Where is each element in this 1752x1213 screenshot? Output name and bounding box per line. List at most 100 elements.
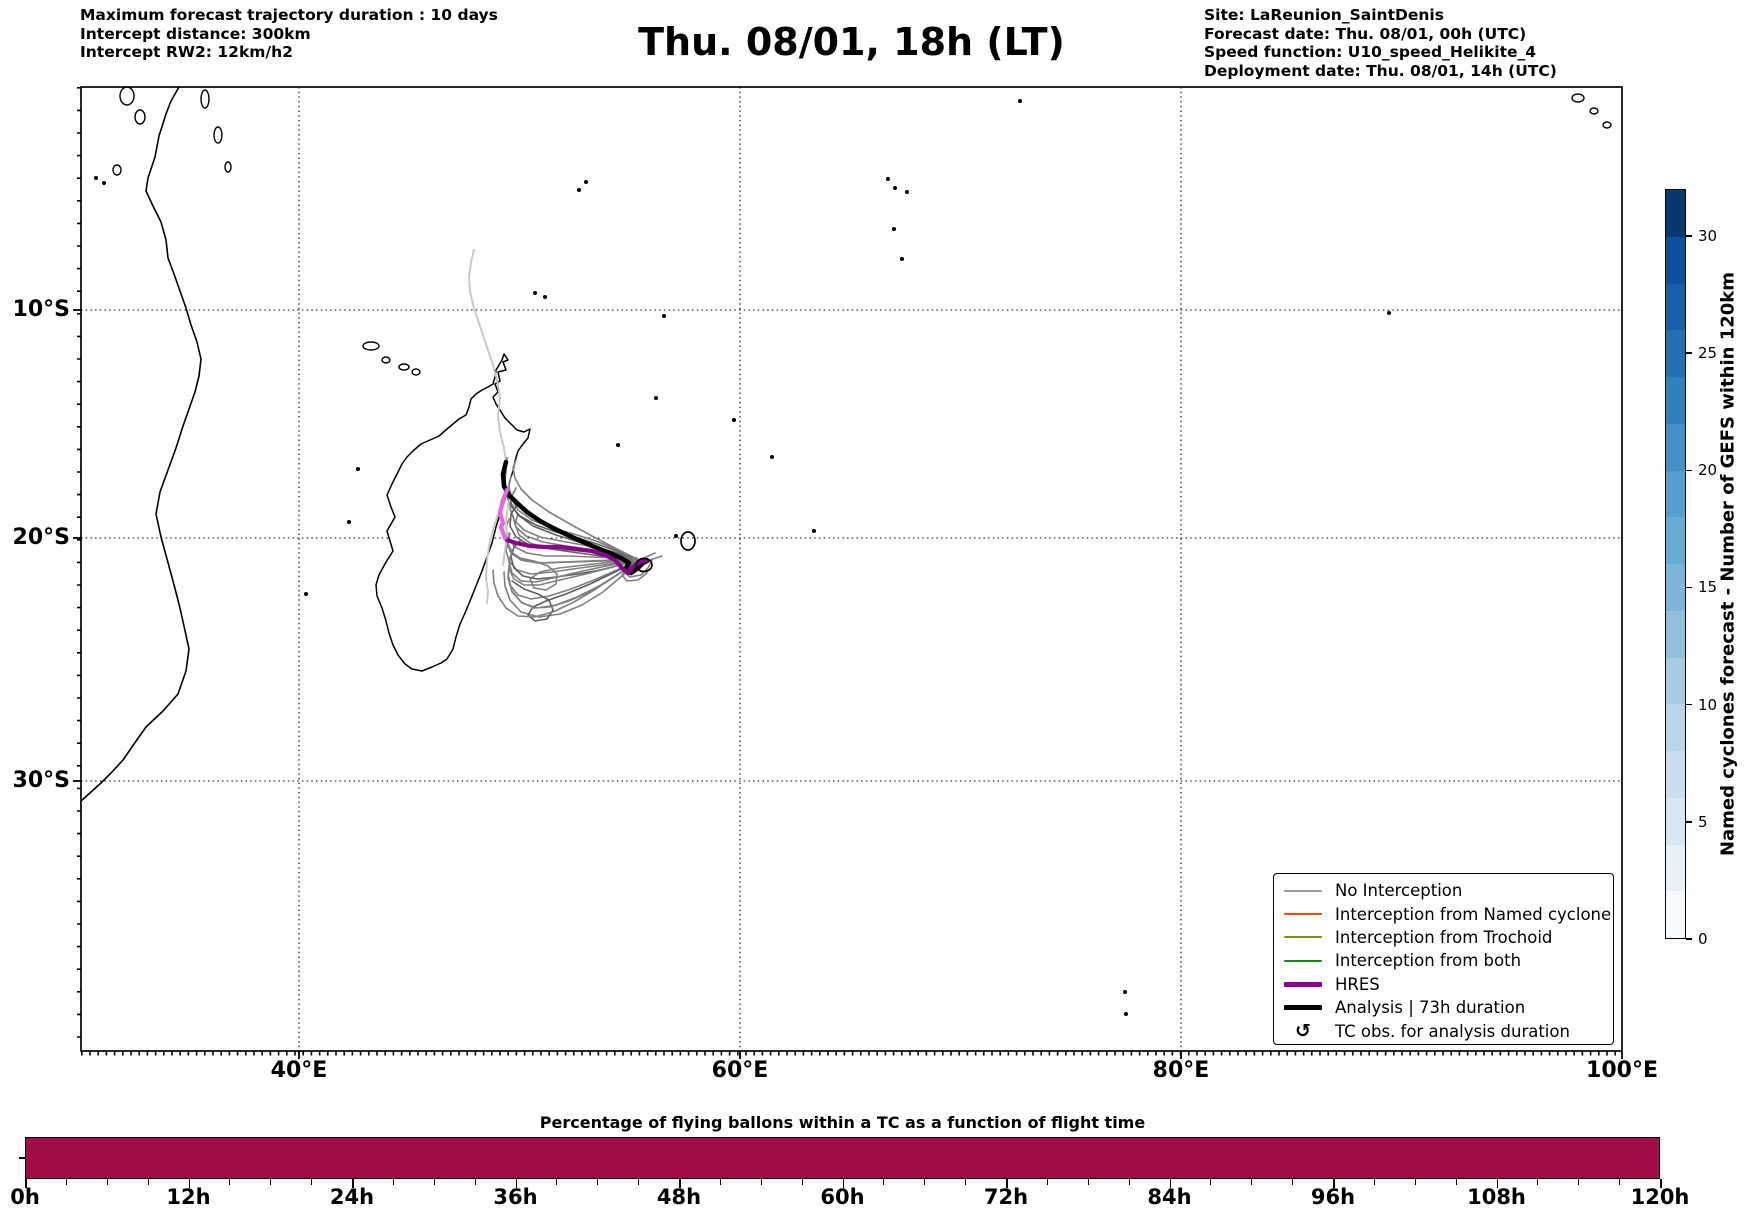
legend-item-label: HRES (1335, 974, 1380, 994)
bottom-minor-tick (229, 1179, 231, 1185)
legend-line-sample (1283, 959, 1323, 962)
colorbar-tick-label: 10 (1698, 695, 1718, 714)
colorbar-segment (1666, 844, 1685, 892)
x-tick-label: 60°E (711, 1058, 769, 1083)
colorbar-tick-label: 20 (1698, 461, 1718, 480)
legend-item-label: No Interception (1335, 881, 1463, 901)
bottom-minor-tick (1087, 1179, 1089, 1185)
legend-line (1284, 981, 1322, 987)
intercept-distance-text: Intercept distance: 300km (80, 24, 311, 43)
bottom-tick-label: 0h (10, 1185, 40, 1209)
island-outline (200, 89, 210, 109)
bottom-minor-tick (883, 1179, 885, 1185)
mauritius-island-outline (680, 531, 696, 551)
island-outline (1571, 93, 1585, 103)
colorbar-segment (1666, 470, 1685, 518)
island-speck (900, 257, 904, 261)
bottom-minor-tick (106, 1179, 108, 1185)
legend-rows: No Interception Interception from Named c… (1283, 879, 1613, 1043)
bottom-minor-tick (924, 1179, 926, 1185)
colorbar-tick (1686, 586, 1692, 589)
bottom-minor-tick (638, 1179, 640, 1185)
trajectory-light (502, 491, 513, 566)
colorbar-segment (1666, 330, 1685, 377)
bottom-chart-title: Percentage of flying ballons within a TC… (539, 1113, 1146, 1132)
trajectory-hres-start (497, 487, 510, 541)
bottom-minor-tick (1373, 1179, 1375, 1185)
island-speck (893, 186, 897, 190)
island-speck (732, 418, 736, 422)
site-text: Site: LaReunion_SaintDenis (1204, 6, 1444, 24)
island-speck (533, 291, 537, 295)
trajectory-light (468, 249, 507, 463)
legend-item-label: TC obs. for analysis duration (1335, 1021, 1570, 1041)
bottom-minor-tick (760, 1179, 762, 1185)
colorbar-tick-label: 25 (1698, 344, 1718, 363)
colorbar-segment (1666, 236, 1685, 284)
colorbar-tick (1686, 235, 1692, 237)
colorbar-segment (1666, 704, 1685, 751)
island-speck (102, 181, 106, 185)
island-speck (1387, 311, 1391, 315)
trajectory-no-interception (512, 459, 640, 561)
legend-item: ↺ TC obs. for analysis duration (1283, 1019, 1613, 1042)
bottom-minor-tick (965, 1179, 967, 1185)
bottom-major-tick (1660, 1179, 1662, 1188)
bottom-major-tick (515, 1179, 518, 1188)
legend-item: No Interception (1283, 879, 1613, 902)
legend-line-sample (1283, 1005, 1323, 1011)
tc-obs-icon: ↺ (1283, 1019, 1323, 1042)
island-speck (654, 396, 658, 400)
tc-percentage-bar (26, 1138, 1659, 1178)
island-speck (584, 180, 588, 184)
legend-item: Interception from Named cyclone (1283, 902, 1613, 925)
colorbar-segment (1666, 564, 1685, 611)
bottom-minor-tick (1537, 1179, 1539, 1185)
legend-line-sample (1283, 936, 1323, 939)
deployment-date-text: Deployment date: Thu. 08/01, 14h (UTC) (1204, 61, 1557, 80)
bottom-minor-tick (1251, 1179, 1253, 1185)
colorbar-segment (1666, 610, 1685, 658)
trajectory-hres (502, 535, 650, 576)
bottom-minor-tick (65, 1179, 67, 1185)
page-title: Thu. 08/01, 18h (LT) (638, 20, 1065, 64)
bottom-tick-label: 96h (1310, 1185, 1356, 1209)
bottom-tick-label: 12h (166, 1185, 211, 1209)
bottom-chart-plot-area (25, 1137, 1660, 1179)
island-speck (304, 592, 308, 596)
colorbar-segment (1666, 797, 1685, 845)
island-outline (381, 356, 391, 364)
island-outline (1602, 121, 1612, 129)
island-speck (347, 520, 351, 524)
colorbar-segment (1666, 377, 1685, 424)
bottom-minor-tick (719, 1179, 721, 1185)
bottom-major-tick (1333, 1179, 1335, 1188)
bottom-major-tick (188, 1179, 191, 1188)
bottom-major-tick (842, 1179, 845, 1188)
island-speck (577, 188, 581, 192)
madagascar-outline (375, 353, 531, 672)
legend-line (1284, 936, 1322, 939)
colorbar-segment (1666, 423, 1685, 471)
legend-item: Interception from both (1283, 949, 1613, 972)
island-speck (892, 227, 896, 231)
intercept-rw2-text: Intercept RW2: 12km/h2 (80, 43, 293, 61)
legend-item-label: Interception from Trochoid (1335, 927, 1553, 947)
legend-item: Interception from Trochoid (1283, 926, 1613, 949)
island-speck (674, 534, 678, 538)
max-duration-text: Maximum forecast trajectory duration : 1… (80, 6, 498, 24)
bottom-major-tick (1169, 1179, 1172, 1188)
island-speck (662, 314, 666, 318)
rotate-ccw-icon: ↺ (1295, 1019, 1311, 1042)
bottom-tick-label: 84h (1147, 1185, 1192, 1209)
bottom-minor-tick (1414, 1179, 1416, 1185)
bottom-tick-label: 108h (1467, 1185, 1526, 1209)
trajectory-no-interception (508, 550, 640, 583)
island-outline (1589, 107, 1599, 115)
y-tick-label: 30°S (12, 768, 70, 793)
bottom-major-tick (1496, 1179, 1499, 1188)
legend-line (1284, 913, 1322, 916)
island-speck (356, 467, 360, 471)
bottom-major-tick (679, 1179, 681, 1188)
